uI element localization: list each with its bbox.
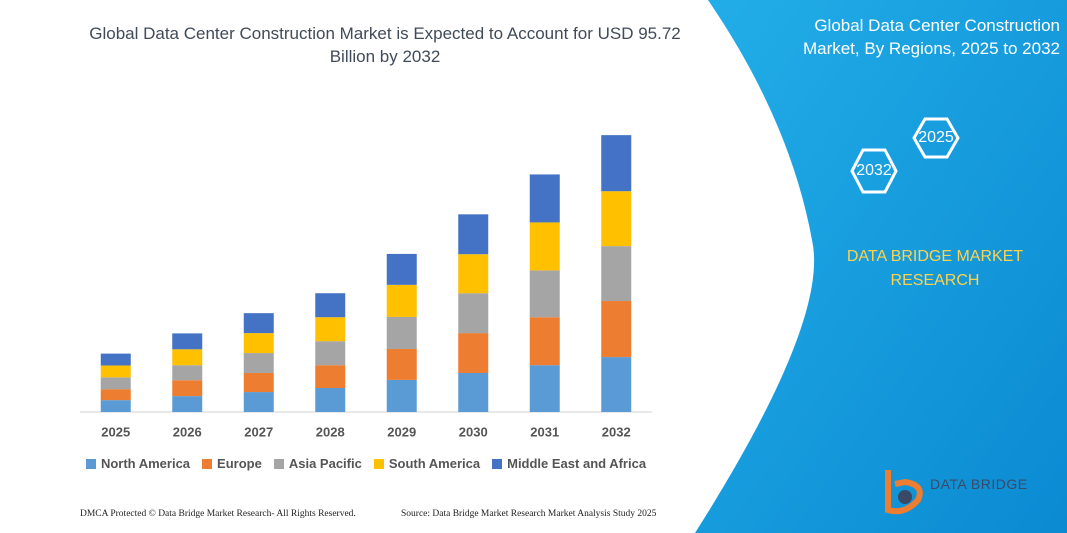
x-tick-label: 2025 <box>101 424 130 439</box>
bar-segment <box>172 349 203 366</box>
bar-segment <box>172 333 203 350</box>
bar-segment <box>100 377 131 390</box>
bar-segment <box>601 191 632 247</box>
legend-label: Middle East and Africa <box>507 456 647 471</box>
bar-segment <box>458 333 489 373</box>
bar-segment <box>172 396 203 412</box>
bar-segment <box>386 253 417 285</box>
bar-segment <box>100 389 131 401</box>
legend-label: North America <box>100 456 191 471</box>
legend-label: Asia Pacific <box>288 456 362 471</box>
bar-segment <box>601 357 632 412</box>
x-tick-label: 2028 <box>316 424 345 439</box>
footer-right: Source: Data Bridge Market Research Mark… <box>401 509 657 519</box>
x-tick-label: 2027 <box>244 424 273 439</box>
hexagons <box>850 117 960 194</box>
legend-swatch <box>373 458 384 469</box>
bar-segment <box>529 270 560 318</box>
legend-item: Europe <box>202 456 262 471</box>
bar-segment <box>243 333 274 354</box>
x-tick-label: 2026 <box>173 424 202 439</box>
side-panel <box>695 0 1067 533</box>
bar-segment <box>100 400 131 412</box>
bar-segment <box>458 293 489 334</box>
panel-title: Global Data Center Construction Market, … <box>802 16 1060 58</box>
bar-segment <box>386 379 417 412</box>
bar-segment <box>529 222 560 271</box>
bar-segment <box>243 353 274 373</box>
legend-swatch <box>492 458 503 469</box>
bar-segment <box>315 388 346 412</box>
x-tick-label: 2031 <box>530 424 559 439</box>
legend-label: Europe <box>217 456 262 471</box>
bar-segment <box>458 372 489 412</box>
x-tick-label: 2030 <box>459 424 488 439</box>
bar-segment <box>243 392 274 412</box>
legend-swatch <box>273 458 284 469</box>
logo-text: DATA BRIDGE <box>930 476 1028 492</box>
bar-segment <box>601 246 632 302</box>
bar-segment <box>529 317 560 366</box>
legend-swatch <box>202 458 213 469</box>
legend-item: South America <box>373 456 481 471</box>
legend-item: Middle East and Africa <box>492 456 646 471</box>
bar-segment <box>529 365 560 412</box>
legend-label: South America <box>388 456 481 471</box>
bar-segment <box>100 353 131 366</box>
bar-segment <box>172 380 203 397</box>
bar-segment <box>315 341 346 366</box>
x-tick-label: 2032 <box>602 424 631 439</box>
bar-segment <box>315 365 346 389</box>
hexagon-label: 2032 <box>856 162 892 179</box>
legend-item: Asia Pacific <box>273 456 362 471</box>
bar-segment <box>386 348 417 380</box>
bar-segment <box>172 365 203 381</box>
bar-segment <box>243 372 274 393</box>
logo-mark <box>885 470 923 515</box>
bar-segment <box>243 313 274 334</box>
bar-segment <box>386 316 417 349</box>
bar-segment <box>100 365 131 378</box>
chart-title: Global Data Center Construction Market i… <box>89 24 681 66</box>
bar-segment <box>529 174 560 223</box>
bar-segment <box>315 293 346 318</box>
footer-left: DMCA Protected © Data Bridge Market Rese… <box>80 509 356 519</box>
x-tick-label: 2029 <box>387 424 416 439</box>
bar-segment <box>458 254 489 294</box>
legend-item: North America <box>85 456 191 471</box>
bar-segment <box>315 317 346 342</box>
bar-segment <box>458 214 489 255</box>
hexagon-label: 2025 <box>918 129 954 146</box>
bar-segment <box>386 284 417 317</box>
bar-segment <box>601 135 632 192</box>
bar-segment <box>601 301 632 358</box>
brand: DATA BRIDGE MARKET RESEARCH <box>846 248 1024 289</box>
legend: North America Europe Asia Pacific South Ame… <box>80 456 652 471</box>
legend-swatch <box>85 458 96 469</box>
